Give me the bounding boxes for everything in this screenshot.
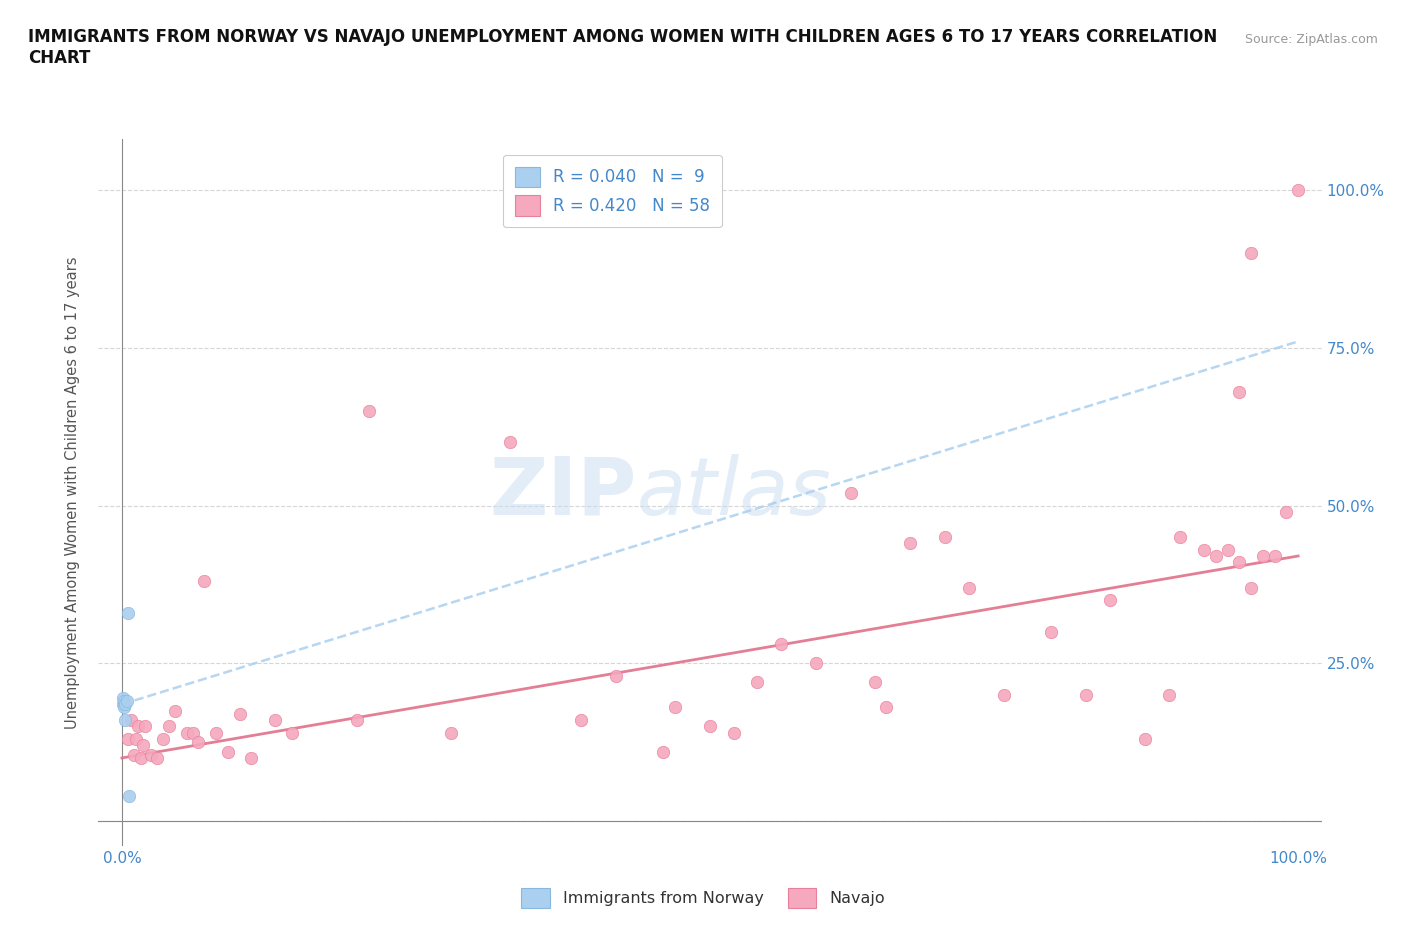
Point — [1264, 549, 1286, 564]
Point — [134, 719, 156, 734]
Point — [114, 697, 136, 711]
Legend: Immigrants from Norway, Navajo: Immigrants from Norway, Navajo — [512, 879, 894, 917]
Point — [1076, 687, 1098, 702]
Point — [176, 725, 198, 740]
Point — [1275, 504, 1298, 519]
Point — [1098, 592, 1121, 607]
Point — [723, 725, 745, 740]
Point — [115, 694, 138, 709]
Point — [1240, 580, 1263, 595]
Point — [699, 719, 721, 734]
Point — [1170, 530, 1192, 545]
Point — [993, 687, 1015, 702]
Point — [1251, 549, 1274, 564]
Point — [193, 574, 215, 589]
Point — [117, 732, 139, 747]
Point — [863, 675, 886, 690]
Point — [605, 669, 627, 684]
Point — [664, 700, 686, 715]
Point — [839, 485, 862, 500]
Point — [1216, 542, 1239, 557]
Point — [152, 732, 174, 747]
Point — [1286, 182, 1309, 197]
Point — [745, 675, 768, 690]
Text: atlas: atlas — [637, 454, 831, 532]
Point — [652, 744, 675, 759]
Point — [122, 748, 145, 763]
Point — [499, 435, 522, 450]
Text: Source: ZipAtlas.com: Source: ZipAtlas.com — [1244, 33, 1378, 46]
Point — [157, 719, 180, 734]
Text: IMMIGRANTS FROM NORWAY VS NAVAJO UNEMPLOYMENT AMONG WOMEN WITH CHILDREN AGES 6 T: IMMIGRANTS FROM NORWAY VS NAVAJO UNEMPLO… — [28, 28, 1218, 67]
Point — [1240, 246, 1263, 260]
Point — [357, 404, 380, 418]
Point — [114, 712, 136, 727]
Point — [1227, 555, 1250, 570]
Point — [127, 719, 149, 734]
Point — [440, 725, 463, 740]
Point — [146, 751, 169, 765]
Point — [1135, 732, 1157, 747]
Point — [263, 712, 285, 727]
Point — [1157, 687, 1180, 702]
Point — [240, 751, 263, 765]
Point — [217, 744, 239, 759]
Point — [181, 725, 204, 740]
Point — [141, 748, 163, 763]
Point — [132, 737, 155, 752]
Point — [112, 697, 135, 711]
Point — [129, 751, 152, 765]
Text: ZIP: ZIP — [489, 454, 637, 532]
Point — [117, 605, 139, 620]
Point — [112, 694, 135, 709]
Point — [228, 707, 250, 722]
Point — [934, 530, 956, 545]
Point — [120, 712, 142, 727]
Point — [281, 725, 304, 740]
Point — [346, 712, 368, 727]
Point — [875, 700, 897, 715]
Point — [125, 732, 148, 747]
Point — [1192, 542, 1215, 557]
Legend: R = 0.040   N =  9, R = 0.420   N = 58: R = 0.040 N = 9, R = 0.420 N = 58 — [503, 155, 721, 227]
Y-axis label: Unemployment Among Women with Children Ages 6 to 17 years: Unemployment Among Women with Children A… — [65, 257, 80, 729]
Point — [769, 637, 792, 652]
Point — [957, 580, 980, 595]
Point — [1227, 384, 1250, 399]
Point — [187, 735, 209, 750]
Point — [569, 712, 592, 727]
Point — [898, 536, 921, 551]
Point — [112, 691, 135, 706]
Point — [163, 703, 186, 718]
Point — [118, 789, 141, 804]
Point — [112, 700, 135, 715]
Point — [804, 656, 827, 671]
Point — [205, 725, 228, 740]
Point — [1040, 624, 1063, 639]
Point — [1205, 549, 1227, 564]
